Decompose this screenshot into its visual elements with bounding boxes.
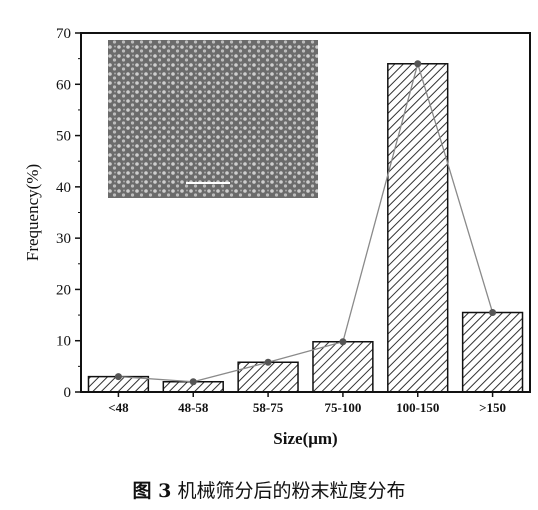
- data-point-1: [189, 378, 197, 386]
- x-tick-label-2: 58-75: [253, 400, 284, 415]
- y-tick-label-1: 10: [56, 334, 71, 350]
- x-axis-title: Size(μm): [273, 429, 337, 448]
- trend-line-group: [114, 60, 497, 386]
- x-tick-label-5: >150: [479, 400, 506, 415]
- plot-frame: [80, 32, 531, 393]
- bar-4: [387, 63, 449, 393]
- x-axis-ticks: <48 48-58 58-75 75-100 100-150 >150: [108, 392, 506, 415]
- bar-3: [312, 340, 374, 393]
- bar-2: [237, 361, 299, 393]
- y-tick-label-0: 0: [64, 385, 72, 401]
- x-tick-label-4: 100-150: [396, 400, 439, 415]
- y-tick-label-6: 60: [56, 77, 71, 93]
- y-axis-title: Frequency(%): [23, 164, 42, 261]
- x-tick-label-0: <48: [108, 400, 129, 415]
- y-tick-label-4: 40: [56, 180, 71, 196]
- y-tick-label-3: 30: [56, 231, 71, 247]
- y-tick-label-5: 50: [56, 129, 71, 145]
- data-point-3: [339, 338, 347, 346]
- trend-line: [118, 61, 494, 383]
- bar-chart: 0 10 20 30 40 50 60 70 <48 48-58 58-75 75-100 100-1…: [23, 26, 531, 448]
- y-tick-label-2: 20: [56, 282, 71, 298]
- figure-caption: 图 3 机械筛分后的粉末粒度分布: [0, 476, 538, 503]
- data-point-2: [264, 358, 272, 366]
- figure-number: 图 3: [132, 480, 172, 502]
- y-tick-label-7: 70: [56, 26, 71, 42]
- data-point-5: [489, 309, 497, 317]
- y-axis-ticks: 0 10 20 30 40 50 60 70: [56, 26, 81, 401]
- bar-5: [461, 311, 524, 393]
- x-tick-label-3: 75-100: [324, 400, 361, 415]
- sem-micrograph-inset: [108, 40, 318, 198]
- data-point-4: [414, 60, 422, 68]
- caption-text: 机械筛分后的粉末粒度分布: [177, 480, 406, 502]
- x-tick-label-1: 48-58: [178, 400, 209, 415]
- data-point-0: [114, 373, 122, 381]
